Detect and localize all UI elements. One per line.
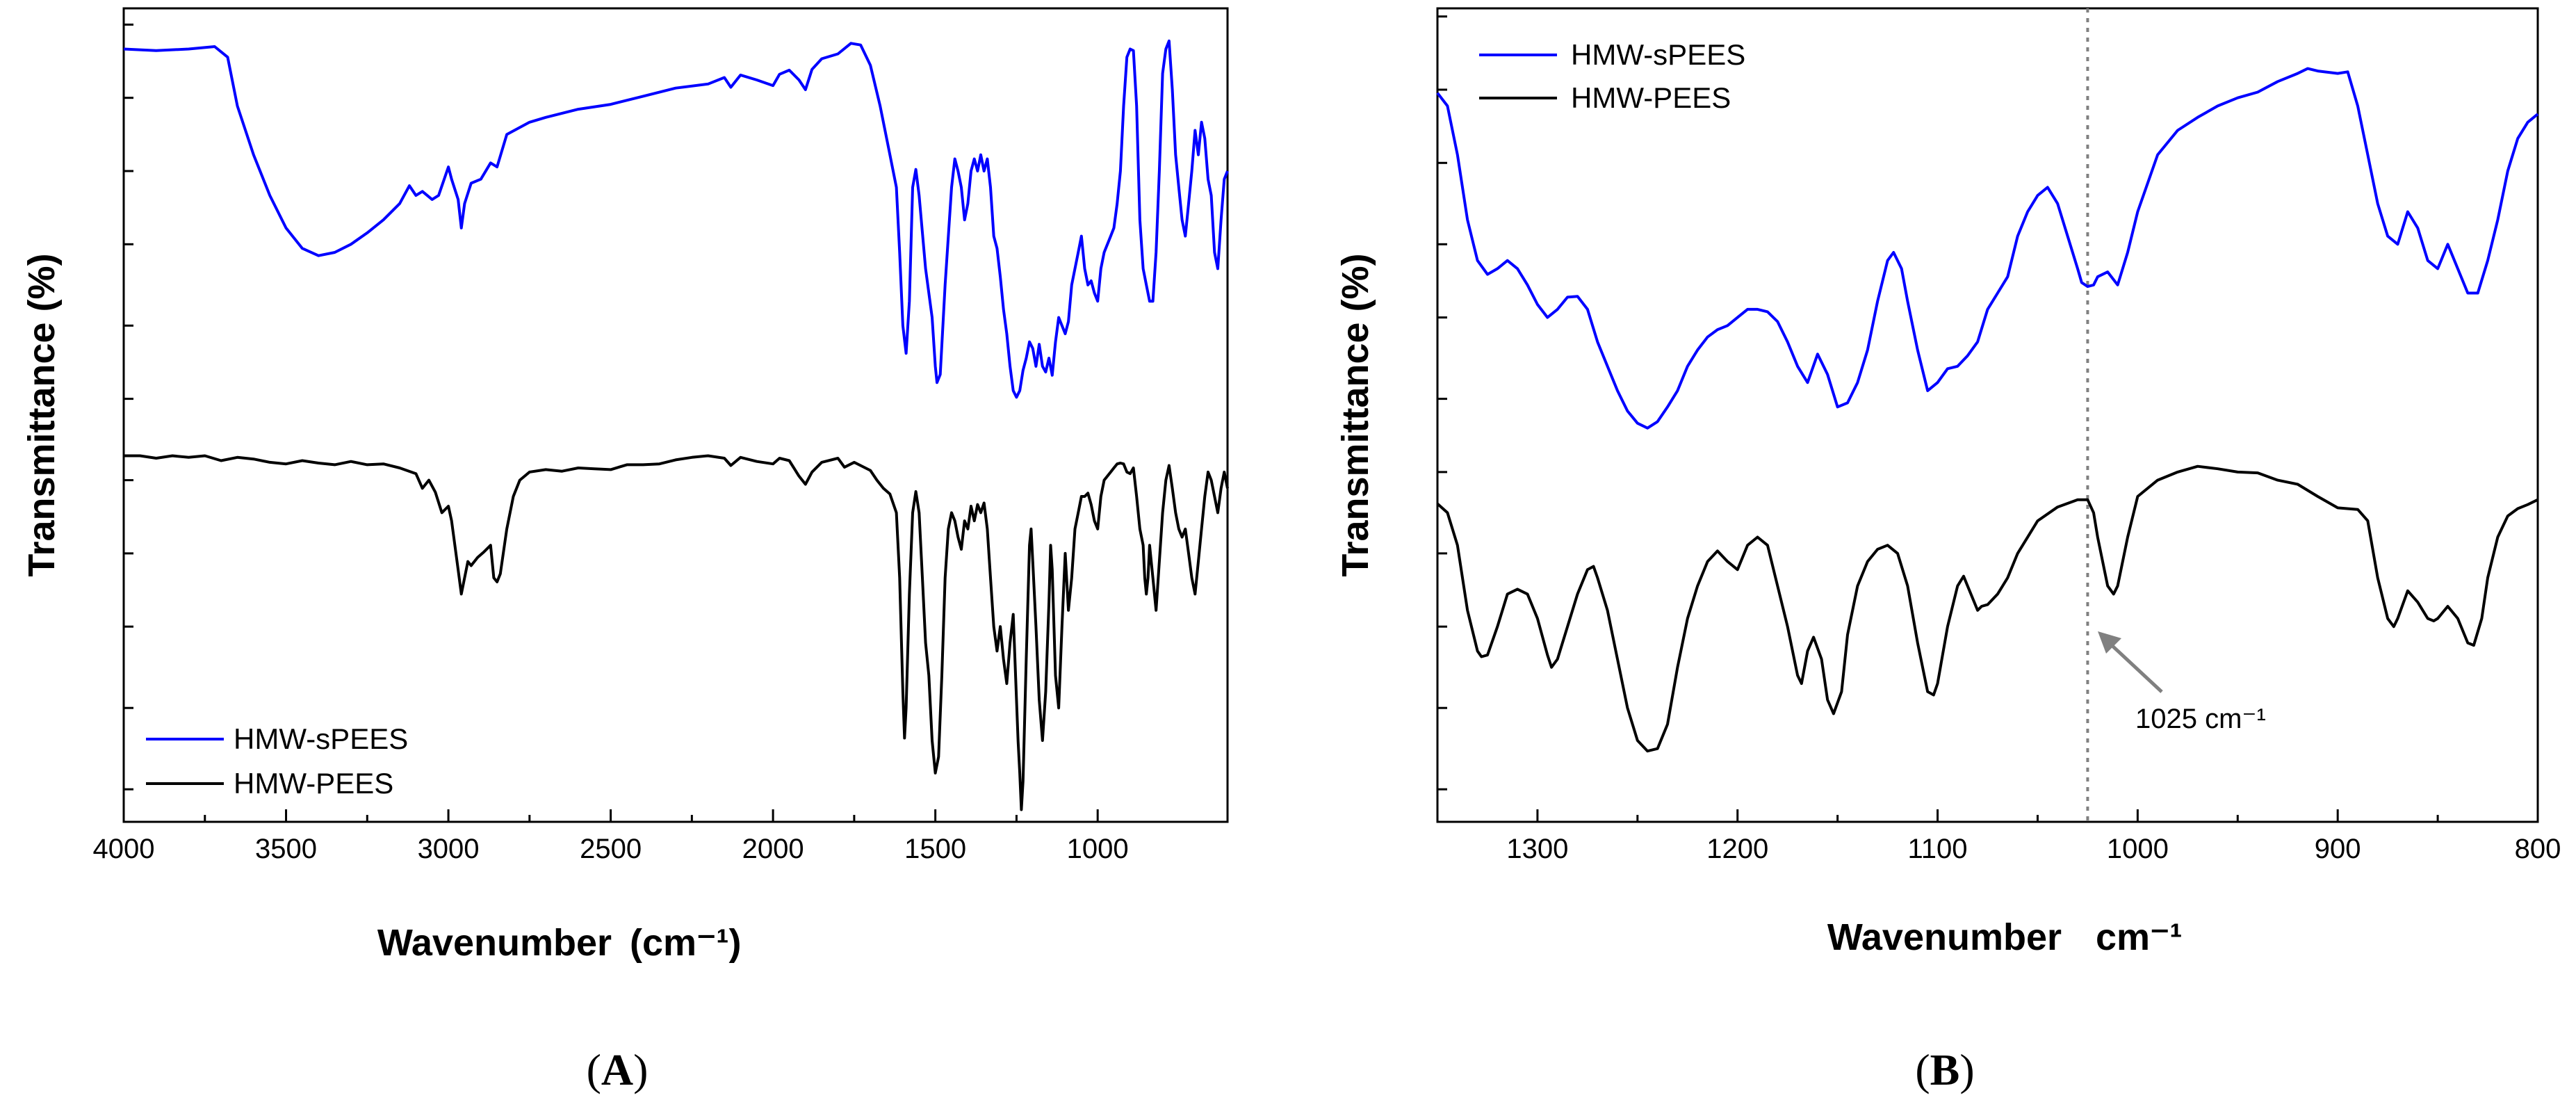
panel-a: 4000 3500 3000 2500 2000 1500 1000 HMW-sPEES H… (21, 7, 1229, 1094)
x-tick-label: 2000 (742, 834, 804, 864)
panel-b-x-ticks (1536, 809, 2539, 822)
panel-b: 1300 1200 1100 1000 900 800 HMW-sPEES HMW-PEE… (1335, 7, 2561, 1094)
panel-b-annotation-text: 1025 cm⁻¹ (2135, 704, 2266, 734)
panel-b-y-axis-title: Transmittance (%) (1335, 253, 1376, 576)
panel-a-legend: HMW-sPEES HMW-PEES (146, 722, 408, 800)
panel-a-label-letter: A (601, 1045, 633, 1094)
panel-b-annotation: 1025 cm⁻¹ (2098, 631, 2266, 734)
series-line-hmw-pees (124, 454, 1229, 811)
x-tick-label: 1500 (904, 834, 966, 864)
panel-a-legend-label-hmw-spees: HMW-sPEES (234, 722, 408, 755)
x-tick-label: 1200 (1706, 834, 1768, 864)
panel-b-series (1436, 67, 2539, 753)
x-tick-label: 2500 (580, 834, 642, 864)
panel-b-label: (B) (1915, 1045, 1974, 1094)
panel-a-y-ticks (124, 23, 133, 791)
panel-a-label-close-paren: ) (633, 1045, 648, 1094)
x-tick-label: 1300 (1506, 834, 1568, 864)
x-tick-label: 1100 (1908, 834, 1968, 864)
panel-b-label-letter: B (1930, 1045, 1960, 1094)
panel-b-label-open-paren: ( (1915, 1045, 1930, 1094)
panel-a-x-axis-title: Wavenumber (377, 922, 612, 964)
panel-a-x-axis-unit: (cm⁻¹) (630, 922, 742, 964)
panel-b-plot-frame (1436, 7, 2539, 823)
panel-a-series (123, 39, 1229, 811)
panel-b-legend: HMW-sPEES HMW-PEES (1479, 38, 1745, 114)
series-line-hmw-pees (1436, 464, 2538, 753)
panel-a-y-axis-title: Transmittance (%) (21, 253, 63, 576)
panel-a-plot-frame (122, 7, 1229, 823)
x-tick-label: 3000 (418, 834, 480, 864)
panel-b-x-axis-unit: cm⁻¹ (2096, 916, 2183, 958)
panel-b-label-close-paren: ) (1959, 1045, 1974, 1094)
panel-a-label-open-paren: ( (587, 1045, 601, 1094)
x-tick-label: 1000 (1067, 834, 1129, 864)
panel-b-legend-label-hmw-pees: HMW-PEES (1571, 81, 1731, 114)
series-line-hmw-spees (1436, 67, 2539, 430)
panel-b-x-axis-title: Wavenumber (1827, 916, 2062, 958)
panel-a-label: (A) (587, 1045, 649, 1094)
panel-b-annotation-arrow-head (2098, 631, 2121, 654)
series-line-hmw-spees (123, 39, 1229, 399)
panel-b-annotation-arrow-shaft (2110, 644, 2163, 693)
panel-a-legend-label-hmw-pees: HMW-PEES (234, 767, 393, 800)
x-tick-label: 1000 (2107, 834, 2169, 864)
panel-b-x-tick-labels: 1300 1200 1100 1000 900 800 (1506, 834, 2561, 864)
panel-a-x-tick-labels: 4000 3500 3000 2500 2000 1500 1000 (93, 834, 1129, 864)
x-tick-label: 900 (2315, 834, 2361, 864)
x-tick-label: 800 (2515, 834, 2561, 864)
x-tick-label: 4000 (93, 834, 155, 864)
x-tick-label: 3500 (255, 834, 317, 864)
panel-a-x-ticks (122, 809, 1099, 822)
panel-b-legend-label-hmw-spees: HMW-sPEES (1571, 38, 1745, 71)
panel-b-y-ticks (1437, 15, 1447, 791)
